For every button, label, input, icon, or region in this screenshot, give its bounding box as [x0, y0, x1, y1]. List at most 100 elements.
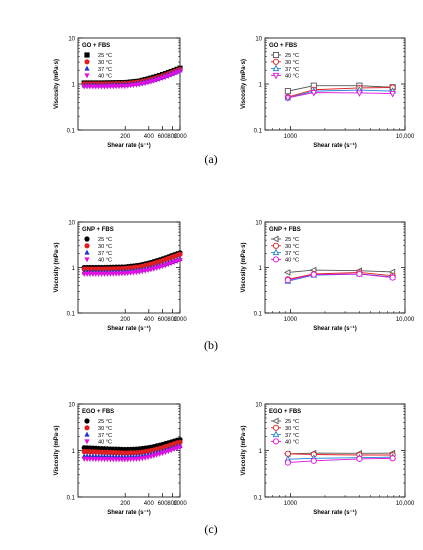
series-line: [287, 89, 393, 99]
y-tick-label: 0.1: [254, 312, 263, 318]
data-point: [356, 455, 363, 462]
data-point: [154, 77, 160, 83]
data-point: [162, 263, 169, 269]
legend-marker: [84, 65, 90, 71]
series-1: [283, 449, 396, 458]
series-4: [81, 69, 183, 90]
data-point: [151, 78, 157, 84]
plot-frame: [264, 403, 406, 498]
data-point: [284, 95, 292, 102]
data-point: [165, 73, 171, 79]
plot-frame: [264, 37, 406, 131]
panel-c-right: 0.1 1 10 1000 10,000 Shear rate (s⁻¹) Viscosit…: [241, 403, 415, 517]
y-tick-label: 10: [68, 403, 75, 409]
legend: GNP + FBS 25 °C30 °C37 °C40 °C: [269, 227, 301, 264]
legend-marker: [84, 59, 90, 65]
series-line: [287, 87, 393, 98]
y-axis-label: Viscosity (mPa·s): [241, 243, 247, 293]
y-tick-label: 1: [259, 83, 263, 89]
data-point: [389, 91, 396, 98]
x-axis-label: Shear rate (s⁻¹): [313, 325, 357, 332]
legend-label: 37 °C: [285, 67, 299, 73]
data-point: [157, 451, 163, 457]
y-tick-label: 10: [255, 37, 262, 43]
series-line: [287, 273, 393, 282]
y-tick-label: 0.1: [67, 312, 76, 318]
data-point: [177, 439, 183, 445]
legend-label: 40 °C: [285, 258, 299, 264]
y-axis-label: Viscosity (mPa·s): [54, 426, 60, 476]
legend-marker: [272, 430, 280, 438]
data-point: [145, 268, 151, 274]
legend-marker: [272, 235, 279, 243]
y-axis-label: Viscosity (mPa·s): [241, 426, 247, 476]
x-tick-label: 1000: [173, 501, 187, 507]
y-tick-label: 1: [259, 266, 263, 272]
data-point: [145, 455, 151, 461]
legend-marker: [272, 51, 280, 59]
panel-caption: (b): [204, 338, 218, 352]
legend-label: 37 °C: [98, 251, 112, 257]
data-point: [165, 449, 171, 455]
legend-label: 40 °C: [98, 74, 112, 80]
data-point: [356, 90, 363, 97]
x-tick-label: 600: [158, 134, 169, 140]
data-point: [177, 69, 183, 75]
x-tick-label: 200: [120, 317, 131, 323]
data-point: [389, 455, 396, 462]
series-4: [81, 445, 183, 463]
x-tick-label: 200: [120, 501, 131, 507]
legend: GO + FBS 25 °C30 °C37 °C40 °C: [82, 43, 112, 80]
data-point: [177, 445, 183, 451]
legend-label: 25 °C: [285, 237, 299, 243]
chart-title: GO + FBS: [269, 43, 297, 49]
legend-label: 30 °C: [285, 426, 299, 432]
data-point: [157, 264, 163, 271]
legend-label: 37 °C: [98, 67, 112, 73]
x-tick-label: 10,000: [396, 501, 415, 507]
data-point: [159, 75, 166, 82]
y-axis-label: Viscosity (mPa·s): [54, 59, 60, 109]
y-tick-label: 1: [259, 449, 263, 455]
data-point: [168, 448, 174, 454]
series-2: [284, 450, 396, 459]
series-4: [284, 90, 396, 102]
legend-label: 25 °C: [98, 237, 112, 243]
data-point: [171, 260, 177, 266]
data-point: [148, 454, 154, 460]
x-axis-label: Shear rate (s⁻¹): [107, 325, 151, 332]
legend-label: 30 °C: [98, 426, 112, 432]
data-point: [159, 264, 166, 270]
legend-marker: [84, 73, 90, 79]
legend-marker: [84, 243, 90, 249]
legend-marker: [84, 257, 90, 263]
legend-marker: [84, 431, 90, 437]
x-axis-label: Shear rate (s⁻¹): [107, 509, 151, 516]
data-point: [171, 446, 177, 453]
y-tick-label: 1: [72, 83, 76, 89]
legend-label: 25 °C: [285, 53, 299, 59]
x-tick-label: 800: [167, 317, 178, 323]
legend-label: 40 °C: [285, 74, 299, 80]
legend-label: 30 °C: [98, 60, 112, 66]
legend-marker: [84, 52, 90, 58]
x-tick-label: 800: [167, 134, 178, 140]
legend-marker: [272, 438, 280, 445]
legend-label: 30 °C: [285, 60, 299, 66]
data-point: [151, 266, 157, 272]
legend-label: 37 °C: [285, 433, 299, 439]
data-point: [177, 258, 183, 264]
plot-frame: [264, 221, 406, 314]
series-2: [81, 439, 183, 456]
x-tick-label: 1000: [173, 317, 187, 323]
legend-label: 37 °C: [285, 251, 299, 257]
x-tick-label: 10,000: [396, 134, 415, 140]
data-point: [310, 457, 317, 464]
chart-title: GO + FBS: [82, 43, 110, 49]
legend-label: 40 °C: [98, 440, 112, 446]
data-point: [284, 88, 291, 95]
data-point: [174, 258, 180, 265]
panel-caption: (a): [204, 152, 217, 166]
